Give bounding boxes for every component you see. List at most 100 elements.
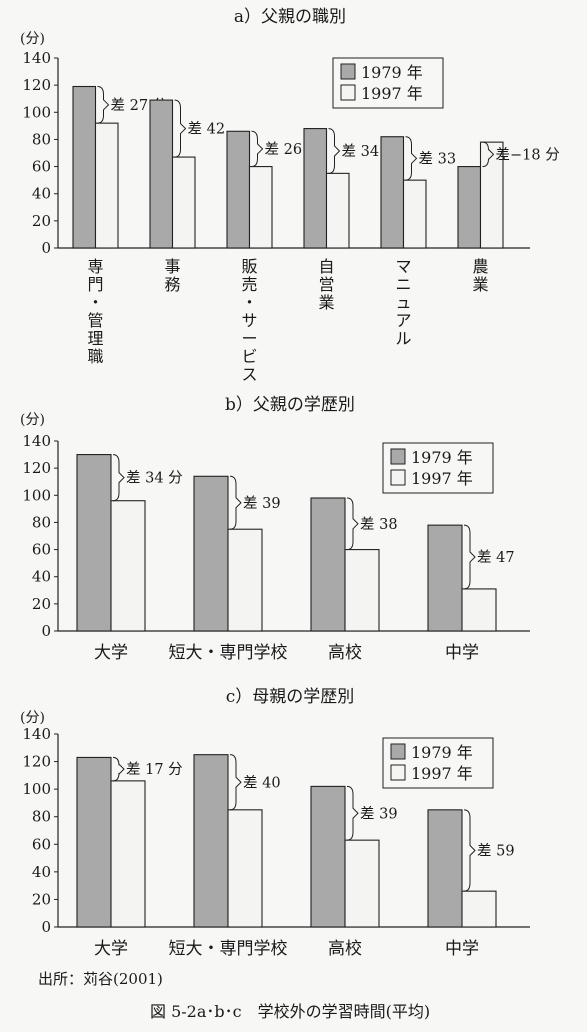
bar-1997 xyxy=(110,500,146,632)
difference-label: 差 17 分 xyxy=(126,761,183,778)
legend-label: 1997 年 xyxy=(411,469,473,488)
bar-1979 xyxy=(303,128,328,249)
category-label-char: 職 xyxy=(87,347,103,366)
category-label-char: 売 xyxy=(241,275,257,294)
category-label: 短大・専門学校 xyxy=(169,939,288,959)
difference-brace xyxy=(328,128,341,174)
y-tick-label: 40 xyxy=(32,185,51,203)
y-tick-label: 20 xyxy=(32,595,51,613)
y-tick-label: 100 xyxy=(22,103,51,121)
category-label-char: マ xyxy=(395,257,411,276)
chart-title: c）母親の学歴別 xyxy=(226,687,355,707)
bar-1997 xyxy=(94,122,119,249)
bar-1979 xyxy=(427,809,463,928)
category-label: 中学 xyxy=(445,939,479,959)
difference-label: 差 26 xyxy=(265,141,303,158)
bar-1979 xyxy=(193,475,229,632)
y-axis-label: (分) xyxy=(20,31,45,47)
category-label-char: 農 xyxy=(472,257,488,276)
category-label: 短大・専門学校 xyxy=(169,643,288,663)
difference-brace xyxy=(229,754,242,811)
difference-label: 差−18 分 xyxy=(496,146,560,163)
difference-label: 差 42 xyxy=(188,121,226,138)
difference-label: 差 33 xyxy=(419,150,457,167)
y-tick-label: 80 xyxy=(32,130,51,148)
category-label-char: 販 xyxy=(241,257,257,276)
bar-1979 xyxy=(427,524,463,632)
y-axis-label: (分) xyxy=(20,710,45,726)
y-tick-label: 80 xyxy=(32,513,51,531)
difference-brace xyxy=(463,809,476,892)
category-label-char: ビ xyxy=(241,347,257,366)
y-tick-label: 140 xyxy=(22,725,51,743)
bar-1979 xyxy=(76,454,112,632)
category-label: 高校 xyxy=(328,643,362,663)
bar-1997 xyxy=(227,809,263,928)
y-tick-label: 100 xyxy=(22,780,51,798)
chart-title: a）父親の職別 xyxy=(234,7,346,27)
bar-1997 xyxy=(461,588,497,632)
category-label-char: 門 xyxy=(87,275,103,294)
y-tick-label: 40 xyxy=(32,568,51,586)
y-tick-label: 0 xyxy=(41,239,51,257)
legend-swatch xyxy=(390,764,406,781)
y-axis-label: (分) xyxy=(20,412,45,428)
category-label-char: ー xyxy=(241,329,257,348)
bar-1997 xyxy=(110,780,146,928)
legend-box xyxy=(382,442,494,494)
figure-caption: 図 5-2a･b･c 学校外の学習時間(平均) xyxy=(150,1002,431,1021)
bar-1997 xyxy=(227,528,263,632)
category-label-char: 管 xyxy=(87,311,103,330)
legend-label: 1979 年 xyxy=(411,743,473,762)
y-tick-label: 60 xyxy=(32,835,51,853)
difference-brace xyxy=(112,454,125,502)
category-label-char: 専 xyxy=(87,257,103,276)
bar-1979 xyxy=(149,99,174,249)
difference-brace xyxy=(405,136,418,181)
y-tick-label: 80 xyxy=(32,808,51,826)
difference-label: 差 39 xyxy=(360,805,398,822)
category-label-char: ル xyxy=(395,329,411,348)
difference-brace xyxy=(229,475,242,530)
category-label-char: 業 xyxy=(472,275,488,294)
y-tick-label: 60 xyxy=(32,541,51,559)
legend-swatch xyxy=(390,743,406,760)
bar-1979 xyxy=(310,497,346,632)
y-tick-label: 140 xyxy=(22,432,51,450)
y-tick-label: 20 xyxy=(32,890,51,908)
bar-1979 xyxy=(226,130,251,249)
bar-1979 xyxy=(72,85,97,249)
y-tick-label: 20 xyxy=(32,212,51,230)
difference-brace xyxy=(174,99,187,158)
legend-swatch xyxy=(390,448,406,465)
legend-label: 1979 年 xyxy=(411,448,473,467)
y-tick-label: 140 xyxy=(22,49,51,67)
y-tick-label: 100 xyxy=(22,486,51,504)
y-tick-label: 120 xyxy=(22,753,51,771)
difference-brace xyxy=(346,497,359,551)
category-label-char: ・ xyxy=(87,293,103,312)
legend-box xyxy=(332,57,444,109)
bar-1979 xyxy=(380,136,405,249)
bar-1997 xyxy=(248,166,273,249)
legend-swatch xyxy=(340,63,356,80)
bar-1997 xyxy=(479,141,504,249)
y-tick-label: 0 xyxy=(41,622,51,640)
y-tick-label: 120 xyxy=(22,76,51,94)
source-note: 出所：苅谷(2001) xyxy=(38,970,163,988)
category-label: 中学 xyxy=(445,643,479,663)
difference-label: 差 34 分 xyxy=(126,470,183,487)
difference-brace xyxy=(463,524,476,590)
category-label-char: ュ xyxy=(395,293,411,312)
category-label-char: 事 xyxy=(164,257,180,276)
category-label-char: サ xyxy=(241,311,257,330)
category-label: 大学 xyxy=(94,939,128,959)
difference-label: 差 47 xyxy=(477,549,515,566)
legend-swatch xyxy=(390,469,406,486)
difference-brace xyxy=(112,756,125,782)
difference-brace xyxy=(251,130,264,168)
y-tick-label: 0 xyxy=(41,918,51,936)
difference-label: 差 34 xyxy=(342,143,380,160)
